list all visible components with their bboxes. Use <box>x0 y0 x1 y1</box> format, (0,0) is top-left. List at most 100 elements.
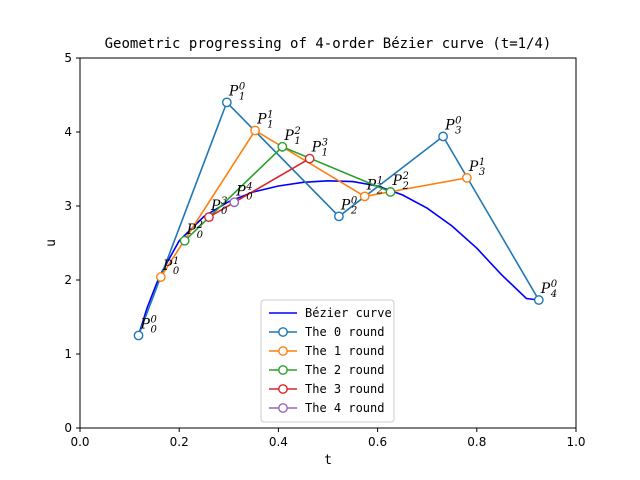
point-label: P2 1 <box>283 126 300 147</box>
point-label-subscript: 3 <box>479 167 485 178</box>
plot-area: P0 0P0 1P0 2P0 3P0 4P1 0P1 1P1 2P1 3P2 0P2 1P2 2P3 0P… <box>133 81 558 341</box>
point-label-base: P <box>256 112 267 128</box>
point-label-superscript: 0 <box>455 115 462 126</box>
chart-title: Geometric progressing of 4-order Bézier … <box>105 36 552 52</box>
point-label-subscript: 1 <box>322 148 328 159</box>
point-label-subscript: 0 <box>246 191 253 202</box>
legend-entry: The 3 round <box>269 382 384 396</box>
point-label-base: P <box>468 159 479 175</box>
control-point-marker <box>179 235 190 246</box>
point-label: P0 2 <box>340 195 358 216</box>
bezier-curve-line <box>137 179 539 336</box>
series-line-round-3 <box>208 157 311 218</box>
point-label: P0 1 <box>228 81 246 102</box>
point-label: P3 0 <box>210 196 228 217</box>
point-label-superscript: 3 <box>322 138 328 149</box>
point-label-base: P <box>283 128 294 144</box>
point-label-superscript: 0 <box>239 81 246 92</box>
control-point-marker <box>229 197 240 208</box>
series-round-3: P3 0P3 1 <box>204 138 328 223</box>
point-label-superscript: 0 <box>151 315 158 326</box>
point-label-superscript: 2 <box>196 220 203 231</box>
point-label-subscript: 1 <box>294 136 300 147</box>
point-label-superscript: 1 <box>267 110 273 121</box>
control-point-marker <box>250 125 260 136</box>
control-point-marker <box>461 172 472 183</box>
legend: Bézier curve The 0 round The 1 round The 2 … <box>260 299 395 423</box>
y-axis-label: u <box>44 239 59 247</box>
legend-entry: The 1 round <box>269 344 384 358</box>
point-label-base: P <box>228 83 239 99</box>
point-label-base: P <box>162 258 173 274</box>
x-tick-label: 1.0 <box>566 435 585 449</box>
legend-label: The 4 round <box>305 401 384 415</box>
point-label: P1 0 <box>162 256 180 277</box>
control-point-marker <box>304 153 315 164</box>
control-point-marker <box>334 211 344 222</box>
legend-entry: Bézier curve <box>269 306 392 320</box>
point-label-base: P <box>311 140 322 156</box>
point-label: P0 0 <box>140 315 158 336</box>
y-tick-label: 1 <box>64 347 72 361</box>
y-tick-label: 2 <box>64 273 72 287</box>
series-round-4: P4 0 <box>229 181 253 208</box>
point-label-base: P <box>186 222 197 238</box>
legend-label: The 3 round <box>305 382 384 396</box>
point-label: P1 3 <box>468 157 485 178</box>
point-label-superscript: 0 <box>351 195 358 206</box>
point-label-superscript: 1 <box>377 175 383 186</box>
point-label-subscript: 0 <box>197 230 204 241</box>
legend-box <box>260 299 395 423</box>
legend-label: The 0 round <box>305 325 384 339</box>
legend-swatch-marker <box>278 403 288 413</box>
legend-swatch-marker <box>278 327 288 337</box>
legend-label: Bézier curve <box>305 306 392 320</box>
point-label-subscript: 1 <box>239 91 245 102</box>
legend-entry: The 4 round <box>269 401 384 415</box>
point-label-base: P <box>391 173 402 189</box>
point-label: P0 4 <box>540 279 558 300</box>
point-label-subscript: 1 <box>267 120 273 131</box>
legend-swatch-marker <box>278 365 288 375</box>
control-point-marker <box>438 131 448 142</box>
point-label-superscript: 2 <box>293 126 300 137</box>
point-label-subscript: 0 <box>173 266 180 277</box>
point-label-subscript: 0 <box>221 206 228 217</box>
point-label-superscript: 1 <box>173 256 179 267</box>
point-label-subscript: 2 <box>376 185 383 196</box>
point-label: P1 2 <box>366 175 383 196</box>
control-point-marker <box>155 272 166 282</box>
point-label-subscript: 3 <box>455 125 461 136</box>
control-point-marker <box>221 97 232 108</box>
point-label-superscript: 3 <box>221 196 227 207</box>
point-label-superscript: 4 <box>245 181 252 192</box>
point-label-subscript: 2 <box>350 205 357 216</box>
point-label-base: P <box>340 197 351 213</box>
control-point-marker <box>204 212 214 223</box>
control-point-marker <box>133 330 144 341</box>
point-label-superscript: 1 <box>479 157 485 168</box>
point-label-base: P <box>210 198 221 214</box>
point-label: P2 2 <box>391 171 408 192</box>
series-round-2: P2 0P2 1P2 2 <box>179 126 409 246</box>
control-point-marker <box>359 191 370 202</box>
point-label-superscript: 0 <box>551 279 558 290</box>
point-label: P2 0 <box>186 220 204 241</box>
point-label: P3 1 <box>311 138 328 159</box>
y-tick-label: 3 <box>64 199 72 213</box>
point-label-subscript: 2 <box>401 181 408 192</box>
y-tick-label: 4 <box>64 125 72 139</box>
legend-entry: The 0 round <box>269 325 384 339</box>
y-axis: 0 1 2 3 4 5 <box>64 51 80 435</box>
point-label-base: P <box>140 317 151 333</box>
point-label: P1 1 <box>256 110 273 131</box>
x-tick-label: 0.4 <box>269 435 288 449</box>
x-axis: 0.0 0.2 0.4 0.6 0.8 1.0 <box>70 428 586 449</box>
point-label: P0 3 <box>444 115 462 136</box>
x-tick-label: 0.0 <box>70 435 89 449</box>
legend-entry: The 2 round <box>269 363 384 377</box>
legend-swatch-marker <box>278 346 288 356</box>
legend-swatch-marker <box>278 384 288 394</box>
x-tick-label: 0.2 <box>170 435 189 449</box>
